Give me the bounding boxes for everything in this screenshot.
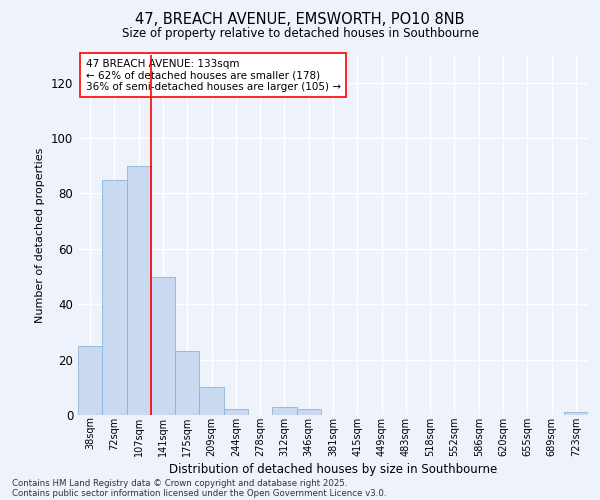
Bar: [127, 166, 151, 415]
Y-axis label: Number of detached properties: Number of detached properties: [35, 148, 45, 322]
Text: Contains HM Land Registry data © Crown copyright and database right 2025.: Contains HM Land Registry data © Crown c…: [12, 478, 347, 488]
Bar: [272, 406, 296, 415]
Bar: [102, 180, 127, 415]
X-axis label: Distribution of detached houses by size in Southbourne: Distribution of detached houses by size …: [169, 463, 497, 476]
Text: 47 BREACH AVENUE: 133sqm
← 62% of detached houses are smaller (178)
36% of semi-: 47 BREACH AVENUE: 133sqm ← 62% of detach…: [86, 58, 341, 92]
Bar: [199, 388, 224, 415]
Bar: [175, 352, 199, 415]
Bar: [296, 410, 321, 415]
Bar: [151, 276, 175, 415]
Bar: [564, 412, 588, 415]
Text: 47, BREACH AVENUE, EMSWORTH, PO10 8NB: 47, BREACH AVENUE, EMSWORTH, PO10 8NB: [135, 12, 465, 28]
Text: Size of property relative to detached houses in Southbourne: Size of property relative to detached ho…: [121, 28, 479, 40]
Text: Contains public sector information licensed under the Open Government Licence v3: Contains public sector information licen…: [12, 488, 386, 498]
Bar: [78, 346, 102, 415]
Bar: [224, 410, 248, 415]
